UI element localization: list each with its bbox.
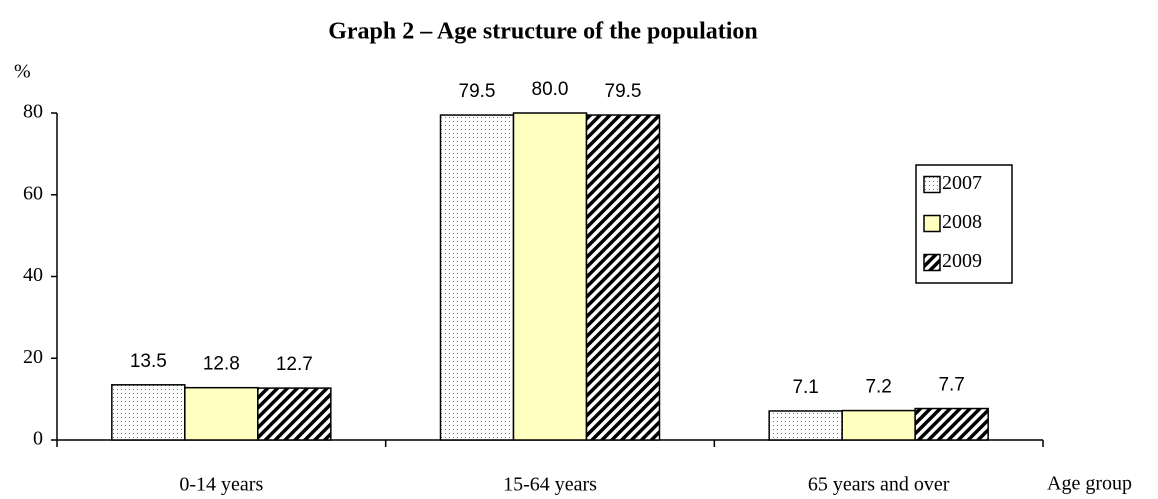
value-label: 7.2 [865, 377, 891, 398]
x-tick-label: 15-64 years [503, 474, 597, 496]
value-label: 7.7 [938, 375, 964, 396]
value-label: 80.0 [532, 79, 569, 100]
legend-swatch [923, 214, 941, 233]
x-axis-label: Age group [1047, 473, 1132, 495]
chart-title: Graph 2 – Age structure of the populatio… [328, 19, 758, 45]
y-tick-label: 80 [23, 101, 43, 123]
x-tick-label: 65 years and over [808, 474, 950, 496]
y-tick-label: 60 [23, 182, 43, 204]
bar [439, 114, 515, 441]
value-label: 12.7 [276, 354, 313, 375]
y-tick-label: 20 [23, 346, 43, 368]
legend-label: 2008 [942, 211, 982, 233]
value-label: 7.1 [792, 377, 818, 398]
bar [111, 384, 186, 441]
legend-label: 2009 [942, 250, 982, 272]
value-label: 13.5 [130, 351, 167, 372]
legend-swatch [923, 253, 941, 272]
legend-label: 2007 [942, 172, 982, 194]
value-label: 79.5 [459, 81, 496, 102]
bar [585, 114, 661, 441]
y-axis-label: % [14, 61, 31, 83]
y-tick-label: 0 [33, 428, 43, 450]
bar [184, 386, 259, 441]
legend-swatch [923, 175, 941, 194]
bar [512, 112, 588, 441]
y-tick-label: 40 [23, 264, 43, 286]
bar [841, 409, 916, 441]
bar [914, 407, 989, 441]
bar [768, 410, 843, 441]
x-tick-label: 0-14 years [179, 474, 263, 496]
value-label: 12.8 [203, 354, 240, 375]
bar [257, 387, 332, 441]
value-label: 79.5 [605, 81, 642, 102]
